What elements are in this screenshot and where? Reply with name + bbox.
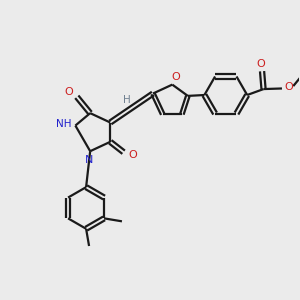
Text: N: N xyxy=(85,154,93,164)
Text: O: O xyxy=(256,59,265,69)
Text: O: O xyxy=(128,150,137,160)
Text: O: O xyxy=(172,72,180,82)
Text: O: O xyxy=(284,82,293,92)
Text: H: H xyxy=(123,95,131,105)
Text: O: O xyxy=(64,87,73,97)
Text: NH: NH xyxy=(56,119,72,129)
